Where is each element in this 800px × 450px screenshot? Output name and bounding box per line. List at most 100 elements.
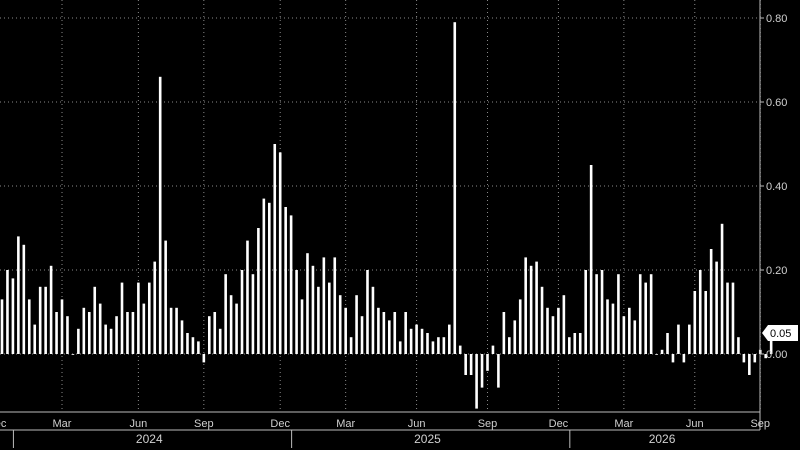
bar — [224, 274, 227, 354]
bar — [480, 354, 484, 388]
bar — [0, 299, 4, 354]
bar — [186, 333, 189, 354]
bar — [568, 337, 571, 354]
bar — [44, 286, 47, 354]
axes — [0, 0, 761, 431]
x-tick-label: Mar — [53, 418, 72, 430]
bar — [426, 333, 429, 354]
bar — [355, 295, 358, 354]
bar — [333, 257, 337, 354]
x-tick-label: Jun — [408, 418, 426, 430]
bars — [0, 22, 773, 409]
bar — [715, 261, 718, 354]
bar — [551, 316, 555, 354]
bar — [600, 270, 604, 354]
bar — [677, 324, 680, 354]
bar — [540, 286, 544, 354]
bar — [491, 345, 495, 354]
year-labels: 2024 2025 2026 — [12, 430, 676, 448]
bar — [769, 333, 773, 354]
bar — [377, 307, 380, 354]
bar — [589, 165, 593, 354]
bar — [77, 328, 80, 354]
bar — [240, 270, 244, 354]
bar — [180, 320, 184, 354]
bar — [213, 312, 217, 354]
bar — [349, 337, 353, 354]
bar — [764, 354, 767, 359]
bar — [737, 337, 740, 354]
bar — [382, 312, 386, 354]
bar — [644, 282, 647, 354]
bar — [529, 265, 533, 354]
bar — [33, 324, 37, 354]
bar — [306, 253, 309, 354]
bar — [115, 316, 118, 354]
bar — [267, 202, 271, 354]
bar — [611, 303, 615, 354]
bar — [513, 320, 517, 354]
bar — [398, 341, 402, 354]
x-tick-label: Mar — [614, 418, 633, 430]
bar — [246, 240, 249, 354]
y-tick-label: 0.00 — [766, 349, 787, 361]
bar — [431, 341, 435, 354]
bar — [628, 307, 631, 354]
last-value-marker: 0.05 — [762, 325, 798, 341]
bar — [595, 274, 598, 354]
bar — [535, 261, 538, 354]
bar — [420, 328, 424, 354]
bar — [273, 144, 277, 354]
bar — [578, 333, 582, 354]
bar — [584, 270, 587, 354]
bar — [546, 307, 549, 354]
bar — [120, 282, 124, 354]
x-tick-label: Dec — [270, 418, 290, 430]
bar — [328, 282, 331, 354]
bar — [709, 249, 713, 354]
bar — [748, 354, 751, 375]
bar — [682, 354, 686, 363]
bar — [104, 324, 107, 354]
y-tick-label: 0.40 — [766, 181, 787, 193]
bar — [71, 354, 75, 355]
bar — [671, 354, 675, 363]
x-tick-label: Dec — [549, 418, 569, 430]
bar — [235, 303, 238, 354]
bar — [508, 337, 511, 354]
bar — [300, 299, 304, 354]
bar — [278, 152, 282, 354]
bar — [573, 333, 577, 354]
bar — [338, 295, 342, 354]
bar — [475, 354, 478, 409]
bar — [704, 291, 707, 354]
bar — [55, 312, 58, 354]
bar — [191, 337, 195, 354]
bar — [638, 274, 642, 354]
x-tick-labels: Dec Mar Jun Sep Dec Mar Jun Sep Dec Mar Jun Sep — [0, 418, 770, 430]
x-tick-label: Dec — [0, 418, 7, 430]
bar — [649, 274, 653, 354]
bar — [753, 354, 757, 363]
year-label: 2025 — [414, 432, 441, 446]
x-tick-label: Mar — [336, 418, 355, 430]
bar — [693, 291, 697, 354]
x-tick-label: Jun — [130, 418, 148, 430]
bar — [295, 270, 298, 354]
bar — [126, 312, 129, 354]
bar — [218, 328, 222, 354]
bar — [502, 312, 506, 354]
bar — [464, 354, 467, 375]
last-value-label: 0.05 — [770, 328, 791, 340]
bar — [82, 307, 86, 354]
bar — [137, 282, 140, 354]
bar — [409, 328, 413, 354]
x-tick-label: Sep — [478, 418, 498, 430]
bar — [175, 307, 178, 354]
bar — [606, 299, 609, 354]
bar — [66, 316, 69, 354]
bar — [17, 236, 20, 354]
bar — [458, 345, 462, 354]
bar — [311, 265, 315, 354]
bar — [469, 354, 473, 375]
